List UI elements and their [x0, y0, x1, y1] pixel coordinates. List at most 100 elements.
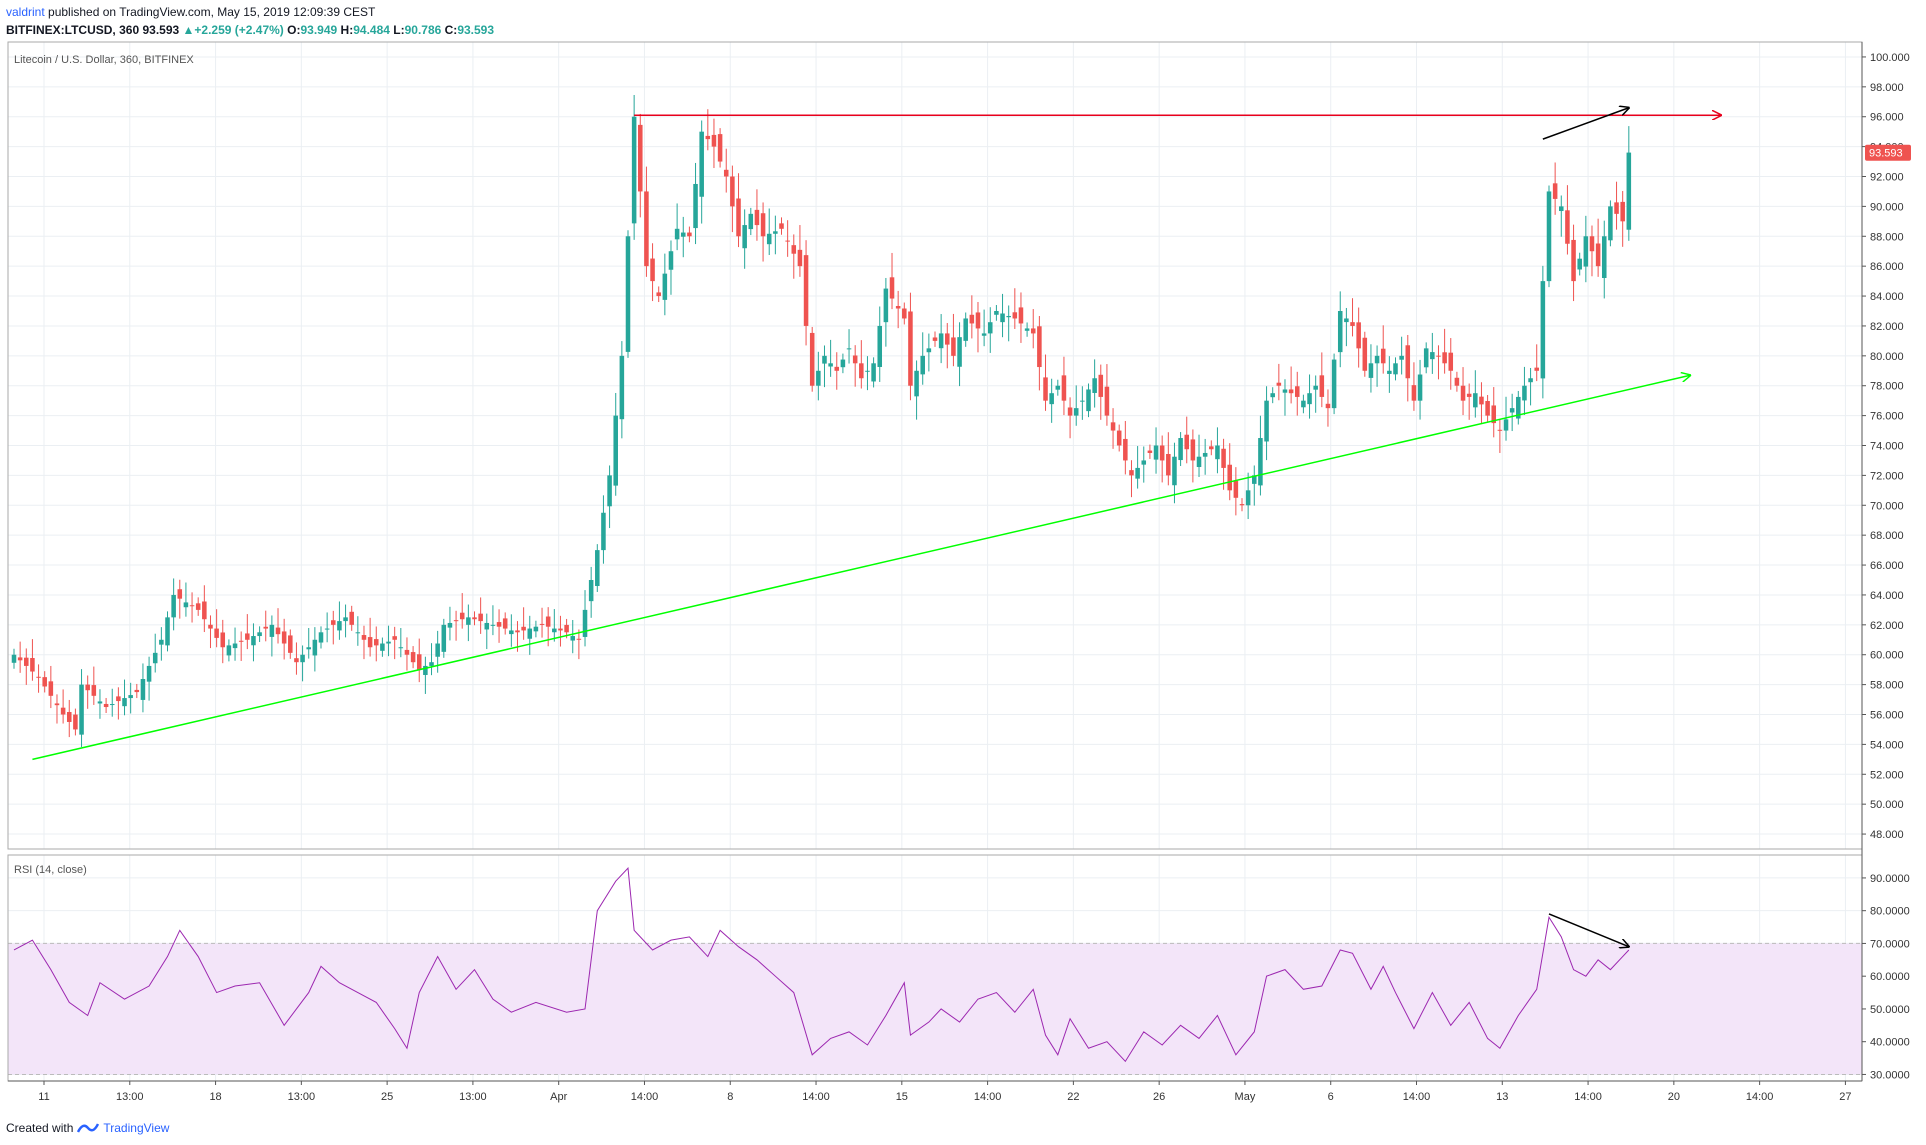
candle-body: [711, 134, 717, 147]
candle-body: [349, 611, 354, 625]
candle-body: [877, 325, 883, 367]
candle-body: [987, 322, 993, 334]
candle-body: [1301, 400, 1306, 408]
candle-body: [300, 654, 305, 663]
candle-body: [1454, 377, 1460, 386]
candle-body: [410, 652, 416, 663]
symbol-label: BITFINEX:LTCUSD, 360: [6, 23, 140, 37]
candle-body: [963, 318, 968, 341]
candle-body: [202, 601, 207, 620]
candle-body: [766, 233, 772, 245]
pane-frames: [7, 41, 1863, 1082]
candle-body: [1282, 389, 1288, 393]
ohlc-legend: BITFINEX:LTCUSD, 360 93.593 ▲+2.259 (+2.…: [6, 22, 494, 38]
candle-body: [816, 370, 821, 386]
candle-body: [1503, 419, 1509, 431]
candle-body: [232, 643, 238, 649]
price-tick-label: 64.000: [1870, 590, 1904, 602]
candle-body: [257, 632, 262, 637]
candle-body: [1166, 453, 1171, 476]
candle-body: [423, 665, 428, 675]
candle-body: [1430, 352, 1435, 360]
candle-body: [840, 359, 846, 368]
candle-body: [1202, 452, 1208, 457]
candle-body: [1479, 396, 1484, 405]
candle-body: [238, 640, 244, 642]
open-value: 93.949: [300, 23, 338, 37]
drawings[interactable]: [32, 108, 1721, 947]
price-tick-label: 82.000: [1870, 321, 1904, 333]
candle-body: [490, 624, 496, 626]
author-link[interactable]: valdrint: [6, 5, 45, 19]
candle-body: [914, 370, 919, 397]
candle-body: [920, 355, 925, 375]
price-axis[interactable]: 100.00098.00096.00094.00092.00090.00088.…: [1862, 52, 1910, 841]
candle-body: [969, 314, 975, 324]
candle-body: [1571, 239, 1576, 282]
candle-body: [785, 240, 790, 242]
candle-body: [828, 363, 833, 367]
candle-body: [195, 603, 201, 610]
time-tick-label: 14:00: [1403, 1091, 1431, 1103]
main-pane-title: Litecoin / U.S. Dollar, 360, BITFINEX: [14, 54, 194, 66]
candle-body: [1006, 315, 1011, 318]
open-label: O:: [287, 23, 301, 37]
rsi-band: [8, 943, 1862, 1075]
published-info: published on TradingView.com, May 15, 20…: [48, 5, 376, 19]
candle-body: [1227, 464, 1232, 491]
candle-body: [1209, 446, 1214, 450]
candle-body: [1086, 389, 1091, 412]
rsi-axis[interactable]: 90.0000 80.0000 70.0000 60.0000 50.0000 40.00…: [1862, 873, 1910, 1082]
candle-body: [625, 236, 631, 352]
candle-body: [674, 228, 680, 240]
candle-body: [1116, 430, 1122, 446]
price-tick-label: 92.000: [1870, 172, 1904, 184]
candle-body: [79, 684, 84, 735]
candle-body: [1049, 393, 1054, 405]
candle-body: [466, 617, 471, 625]
price-tick-label: 60.000: [1870, 650, 1904, 662]
rsi-tick-label: 50.0000: [1870, 1004, 1910, 1016]
candle-body: [1307, 393, 1312, 405]
candle-body: [742, 225, 747, 249]
candle-body: [668, 251, 674, 270]
candle-body: [570, 636, 576, 641]
price-tick-label: 96.000: [1870, 112, 1904, 124]
candle-body: [1374, 355, 1380, 364]
time-axis[interactable]: 11 13:00 18 13:00 25 13:00 Apr 14:00 8 14:00 15 14:…: [38, 1081, 1852, 1103]
tradingview-link[interactable]: TradingView: [103, 1121, 170, 1135]
candle-body: [822, 355, 827, 364]
candle-body: [895, 306, 901, 309]
price-change: +2.259 (+2.47%): [194, 23, 284, 37]
price-tick-label: 76.000: [1870, 411, 1904, 423]
candle-body: [1252, 475, 1257, 484]
candle-body: [42, 677, 47, 687]
candle-body: [245, 633, 250, 640]
candle-body: [1485, 400, 1490, 416]
candle-body: [373, 639, 379, 646]
candle-body: [1012, 312, 1018, 319]
candle-body: [1172, 456, 1177, 486]
candle-body: [1325, 403, 1331, 409]
candle-body: [1460, 385, 1466, 401]
candle-body: [834, 366, 840, 371]
candle-body: [312, 639, 318, 656]
candle-body: [1380, 348, 1386, 364]
price-tick-label: 52.000: [1870, 769, 1904, 781]
change-up-icon: ▲: [182, 23, 195, 37]
candle-body: [527, 628, 533, 639]
candle-body: [1239, 504, 1245, 506]
candle-body: [607, 475, 612, 507]
candle-body: [1546, 191, 1552, 282]
candle-body: [1509, 408, 1515, 413]
candle-body: [1608, 206, 1613, 241]
price-tick-label: 72.000: [1870, 470, 1904, 482]
price-tick-label: 50.000: [1870, 799, 1904, 811]
time-tick-label: 26: [1153, 1091, 1165, 1103]
candle-body: [1080, 400, 1085, 402]
rsi-tick-label: 70.0000: [1870, 938, 1910, 950]
candle-body: [1024, 328, 1030, 331]
candle-body: [459, 612, 465, 620]
candle-body: [908, 311, 913, 386]
